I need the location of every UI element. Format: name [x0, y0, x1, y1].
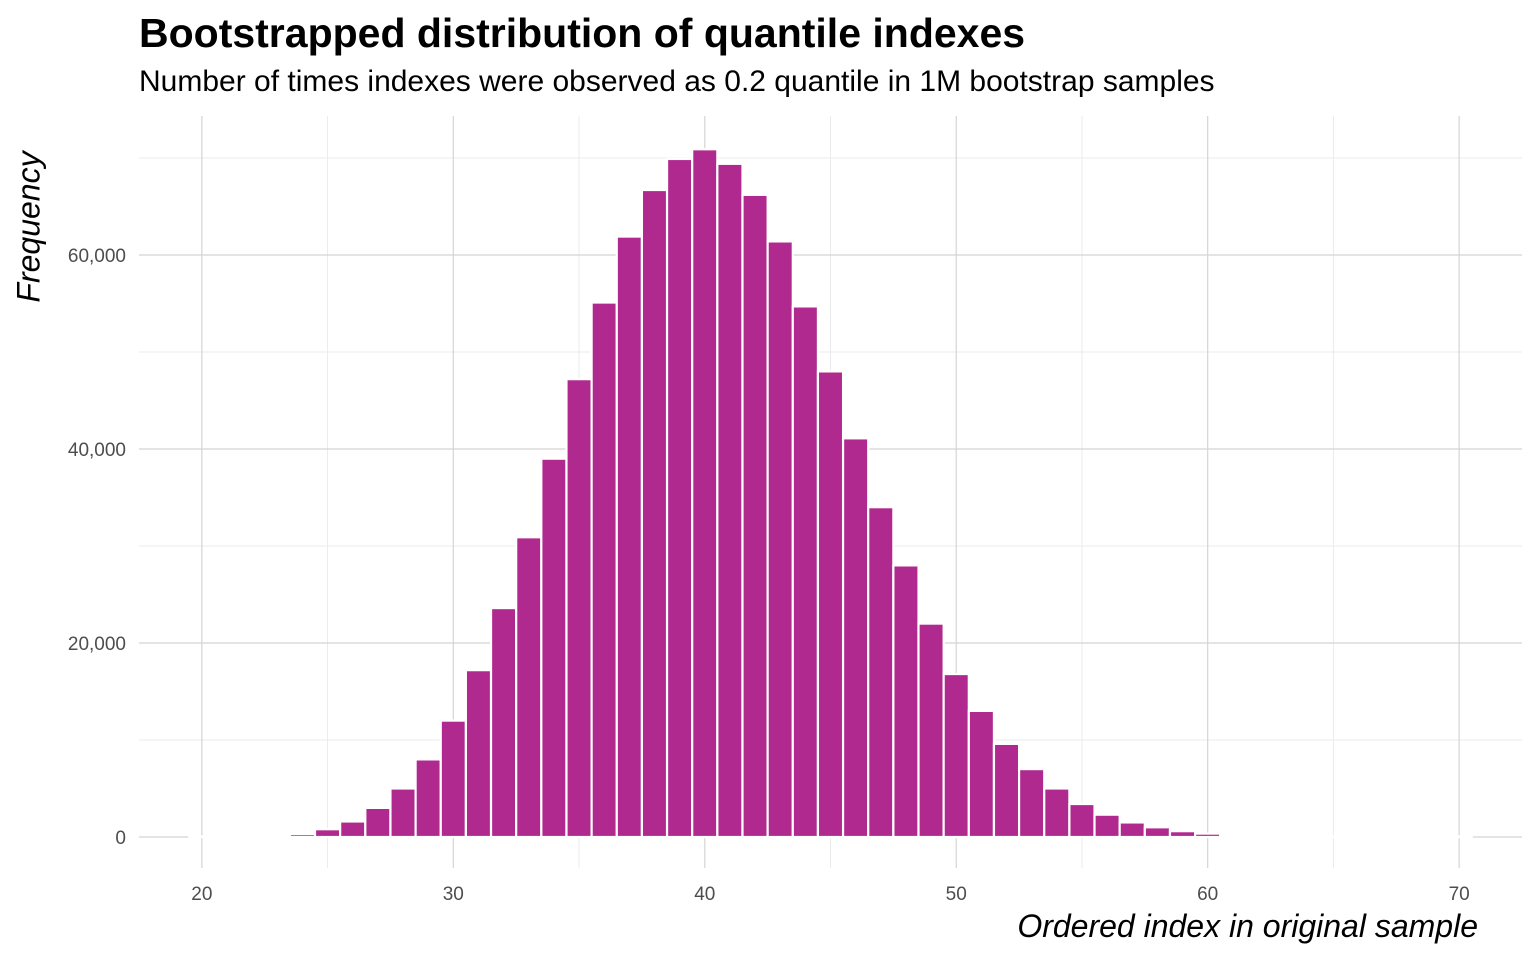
histogram-bar: [942, 672, 970, 839]
histogram-bar: [288, 832, 317, 839]
histogram-bar: [1269, 835, 1297, 839]
histogram-bar: [565, 378, 593, 839]
chart-title: Bootstrapped distribution of quantile in…: [139, 10, 1026, 56]
histogram-bar: [1118, 821, 1146, 839]
histogram-bar: [917, 622, 945, 839]
histogram-bar: [665, 157, 694, 839]
histogram-bar: [213, 835, 241, 839]
histogram-bar: [1420, 835, 1448, 839]
histogram-bar: [414, 758, 442, 839]
histogram-bar: [1445, 835, 1473, 839]
histogram-bar: [364, 806, 392, 839]
y-tick-label: 40,000: [68, 440, 126, 461]
histogram-bar: [389, 787, 417, 839]
histogram-bar: [263, 834, 291, 839]
histogram-bar: [188, 835, 216, 839]
histogram-bar: [489, 606, 518, 839]
histogram-bar: [1168, 830, 1197, 839]
histogram-bar: [1068, 802, 1096, 839]
tick-layer: 20 30 40 50 60 70 0 20,000 40,000 60,000: [68, 246, 1470, 905]
histogram-bar: [766, 240, 794, 839]
x-tick-label: 40: [694, 884, 715, 905]
histogram-bar: [1143, 826, 1172, 839]
y-tick-label: 0: [115, 828, 126, 849]
histogram-bar: [967, 709, 996, 839]
histogram-bar: [1244, 834, 1272, 839]
x-tick-label: 60: [1197, 884, 1218, 905]
histogram-bar: [540, 457, 568, 839]
y-tick-label: 20,000: [68, 634, 126, 655]
histogram-bar: [1017, 767, 1046, 839]
x-tick-label: 20: [191, 884, 212, 905]
histogram-bar: [867, 506, 895, 839]
histogram-bar: [515, 536, 543, 839]
chart-subtitle: Number of times indexes were observed as…: [139, 65, 1215, 98]
x-tick-label: 30: [443, 884, 464, 905]
histogram-bar: [741, 193, 769, 839]
x-axis-title: Ordered index in original sample: [1017, 908, 1478, 944]
histogram-bar: [439, 719, 467, 839]
histogram-bar: [464, 669, 493, 839]
histogram-bar: [1043, 787, 1071, 839]
histogram-bar: [1194, 832, 1222, 839]
histogram-bar: [1395, 835, 1423, 839]
histogram-bar: [816, 370, 845, 839]
histogram-bar: [1319, 835, 1348, 839]
histogram-bar: [1370, 835, 1398, 839]
histogram-bar: [590, 301, 618, 839]
x-tick-label: 50: [946, 884, 967, 905]
histogram-bar: [615, 235, 644, 839]
histogram-bar: [716, 162, 744, 839]
histogram-bar: [1219, 833, 1247, 839]
histogram-bar: [640, 188, 669, 839]
histogram-bar: [1294, 835, 1322, 839]
histogram-bar: [339, 820, 367, 839]
y-tick-label: 60,000: [68, 246, 126, 267]
histogram-bar: [313, 828, 342, 839]
histogram-bar: [238, 835, 266, 839]
histogram-bar: [892, 564, 920, 839]
histogram-bar: [791, 305, 820, 839]
histogram-bar: [1093, 813, 1121, 839]
bar-layer: [188, 148, 1473, 839]
histogram-bar: [691, 148, 719, 839]
histogram-bar: [992, 742, 1021, 839]
histogram-bar: [841, 437, 870, 839]
x-tick-label: 70: [1449, 884, 1470, 905]
histogram-bar: [1344, 835, 1373, 839]
